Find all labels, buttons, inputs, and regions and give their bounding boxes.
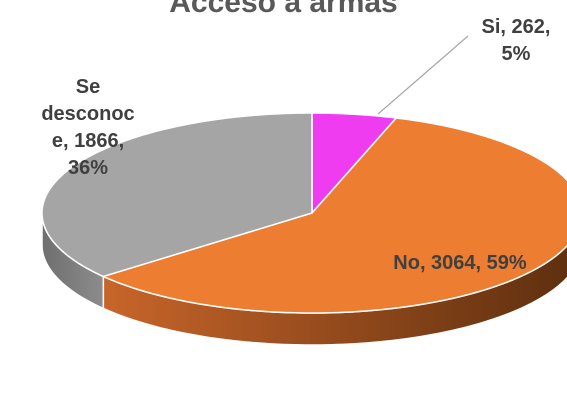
data-label: Si, 262, 5% [481, 16, 551, 65]
pie-slice [311, 112, 398, 215]
leader-line [377, 35, 469, 115]
chart-title: Acceso a armas [169, 0, 398, 19]
pie-slice [101, 117, 567, 314]
data-label: Se desconoce, 1866, 36% [41, 76, 135, 179]
pie-slice [41, 112, 313, 278]
data-label: No, 3064, 59% [393, 252, 527, 274]
